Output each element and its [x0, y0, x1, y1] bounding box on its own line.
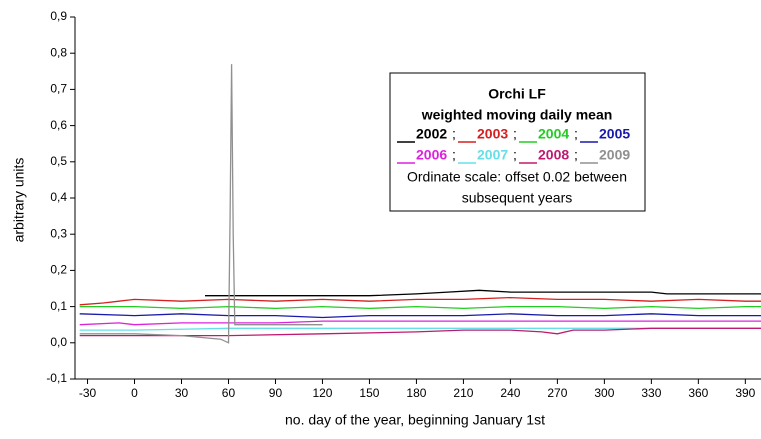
legend-note: Ordinate scale: offset 0.02 between: [407, 169, 627, 185]
plot-area: [79, 64, 761, 344]
x-tick-label: 390: [735, 386, 755, 400]
x-tick-label: 0: [131, 386, 138, 400]
legend-label: 2004: [538, 126, 569, 142]
y-tick-label: 0,4: [50, 190, 67, 204]
x-tick-label: -30: [79, 386, 97, 400]
x-axis-label: no. day of the year, beginning January 1…: [285, 412, 545, 428]
series-line: [205, 289, 761, 297]
legend-label: 2005: [599, 126, 630, 142]
y-tick-label: 0,8: [50, 45, 67, 59]
legend-label: 2006: [416, 147, 447, 163]
x-tick-label: 360: [688, 386, 708, 400]
legend-label: 2007: [477, 147, 508, 163]
y-tick-label: 0,1: [50, 299, 67, 313]
series-line: [79, 327, 761, 337]
y-tick-label: -0,1: [46, 371, 67, 385]
x-tick-label: 210: [453, 386, 473, 400]
legend-separator: ;: [513, 147, 517, 163]
legend-label: 2009: [599, 147, 630, 163]
legend-note: subsequent years: [462, 190, 573, 206]
legend-label: 2008: [538, 147, 569, 163]
legend-subtitle: weighted moving daily mean: [421, 107, 613, 123]
legend-separator: ;: [574, 126, 578, 142]
legend-label: 2003: [477, 126, 508, 142]
x-tick-label: 330: [641, 386, 661, 400]
x-tick-label: 120: [312, 386, 332, 400]
x-tick-label: 180: [406, 386, 426, 400]
series-line: [79, 305, 761, 310]
legend-separator: ;: [574, 147, 578, 163]
legend-separator: ;: [452, 126, 456, 142]
series-line: [79, 296, 761, 306]
x-tick-label: 90: [269, 386, 283, 400]
x-tick-label: 300: [594, 386, 614, 400]
x-tick-label: 270: [547, 386, 567, 400]
x-tick-label: 60: [222, 386, 236, 400]
series-line: [79, 320, 761, 326]
legend-label: 2002: [416, 126, 447, 142]
y-tick-label: 0,7: [50, 82, 67, 96]
legend-separator: ;: [513, 126, 517, 142]
legend-title: Orchi LF: [488, 86, 546, 102]
y-tick-label: 0,5: [50, 154, 67, 168]
y-axis-label: arbitrary units: [11, 158, 27, 243]
y-tick-label: 0,6: [50, 118, 67, 132]
y-tick-label: 0,0: [50, 335, 67, 349]
legend-box: [389, 72, 646, 212]
x-tick-label: 150: [359, 386, 379, 400]
series-line: [79, 313, 761, 319]
y-tick-label: 0,2: [50, 263, 67, 277]
x-tick-label: 240: [500, 386, 520, 400]
series-line: [79, 64, 323, 344]
y-tick-label: 0,3: [50, 226, 67, 240]
x-tick-label: 30: [175, 386, 189, 400]
y-tick-label: 0,9: [50, 9, 67, 23]
legend-separator: ;: [452, 147, 456, 163]
